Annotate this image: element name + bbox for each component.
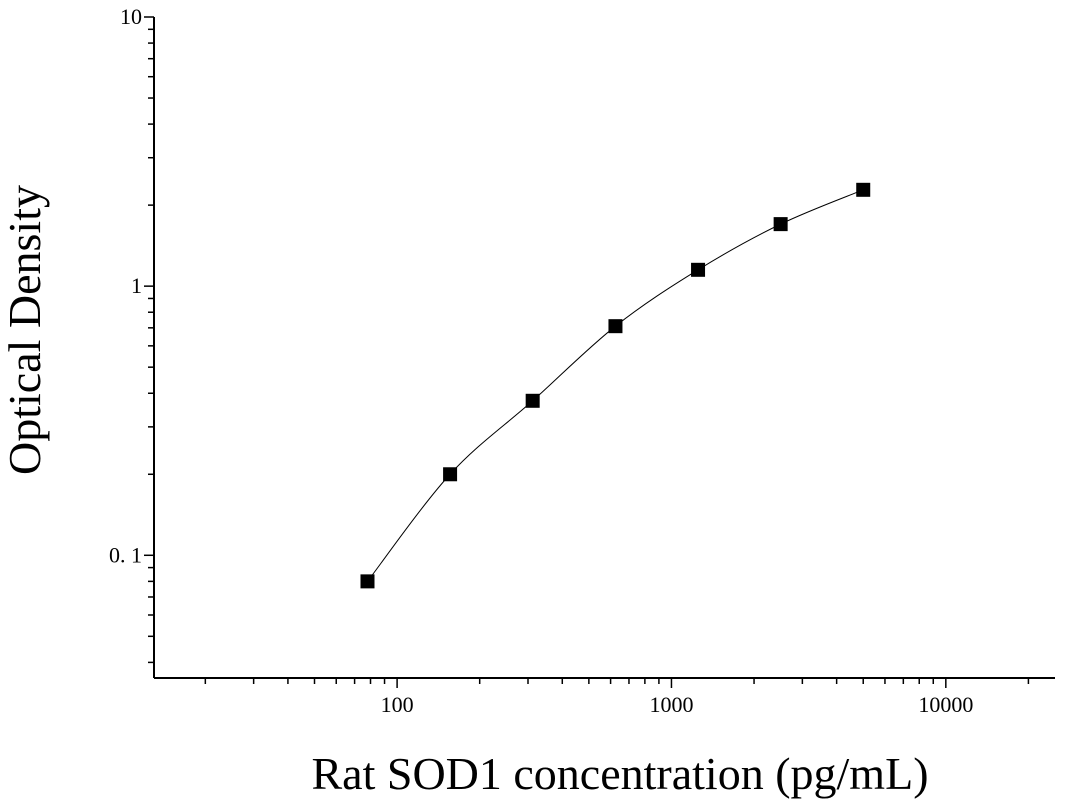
y-axis-title: Optical Density	[0, 185, 50, 475]
fit-curve	[367, 189, 864, 582]
x-tick-label: 1000	[649, 692, 693, 717]
data-point	[443, 467, 458, 482]
data-point	[856, 182, 871, 197]
x-ticks	[204, 678, 1030, 688]
data-point	[608, 319, 623, 334]
y-tick-label: 0. 1	[109, 542, 142, 567]
data-point	[360, 574, 375, 589]
x-tick-label: 10000	[918, 692, 973, 717]
data-point	[525, 393, 540, 408]
y-ticks	[144, 16, 154, 664]
data-point	[691, 262, 706, 277]
axes	[153, 17, 1055, 679]
y-tick-label: 10	[120, 4, 142, 29]
x-axis-title: Rat SOD1 concentration (pg/mL)	[311, 748, 928, 799]
data-points	[360, 182, 871, 589]
x-tick-labels: 100 1000 10000	[381, 692, 974, 717]
x-tick-label: 100	[381, 692, 414, 717]
y-tick-label: 1	[131, 273, 142, 298]
data-point	[773, 217, 788, 232]
y-tick-labels: 0. 1 1 10	[109, 4, 142, 567]
